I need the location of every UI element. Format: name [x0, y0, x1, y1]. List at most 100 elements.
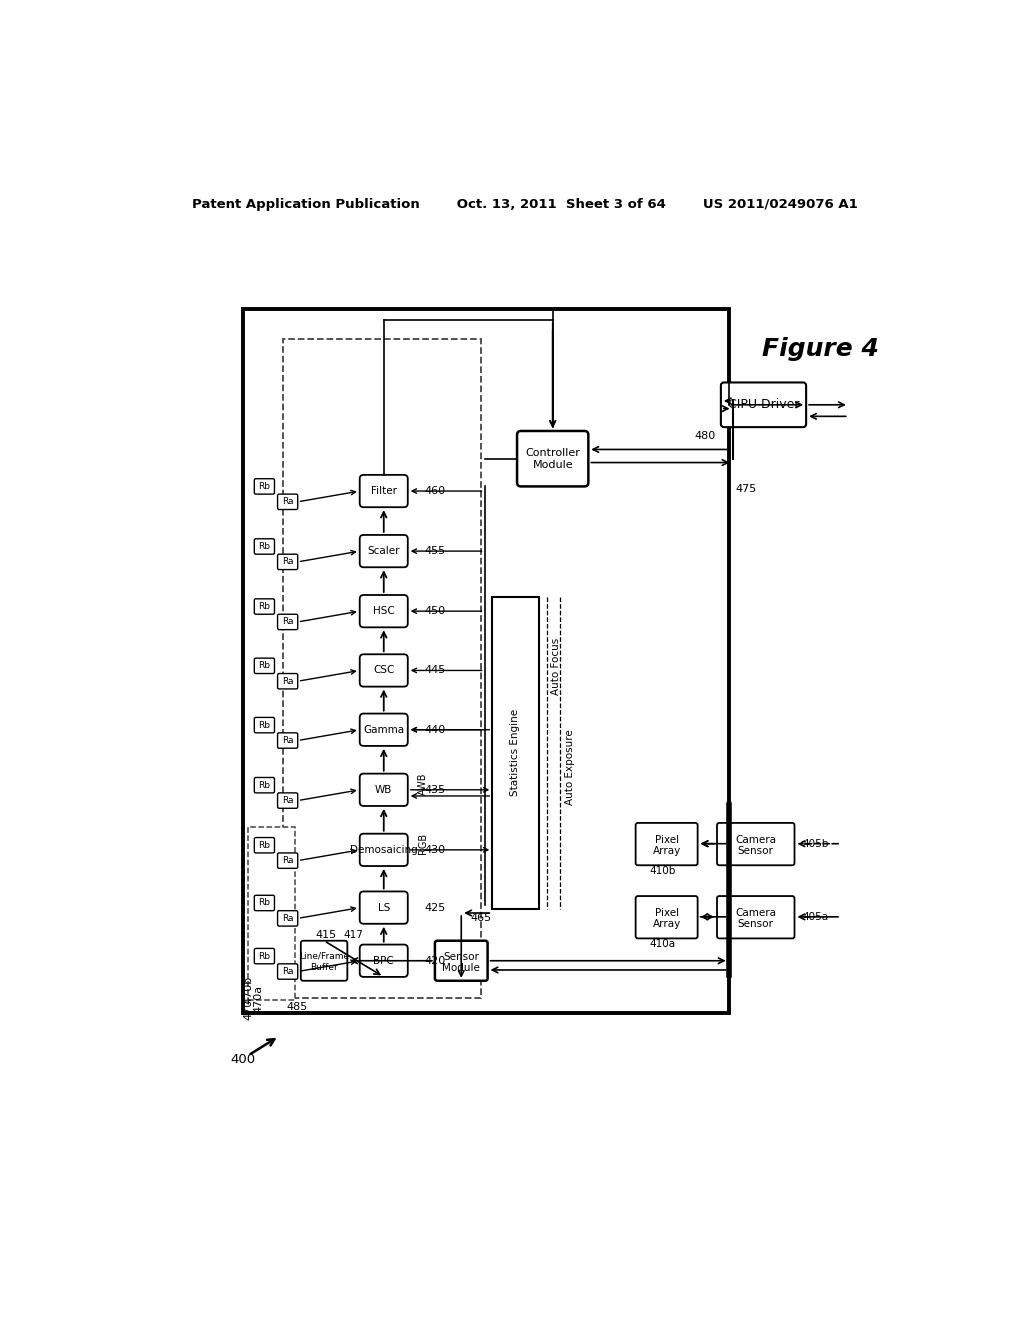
Text: 470b: 470b	[243, 975, 253, 1005]
Text: Ra: Ra	[282, 857, 294, 865]
Bar	[493, 597, 539, 909]
Text: Ra: Ra	[282, 498, 294, 507]
Text: Ra: Ra	[282, 737, 294, 744]
Text: 485: 485	[287, 1002, 307, 1012]
FancyBboxPatch shape	[278, 614, 298, 630]
Text: Scaler: Scaler	[368, 546, 400, 556]
Text: 435: 435	[425, 785, 445, 795]
Text: Rb: Rb	[258, 602, 270, 611]
Text: 470: 470	[243, 999, 253, 1020]
Text: Array: Array	[652, 919, 681, 929]
FancyBboxPatch shape	[254, 895, 274, 911]
Text: 445: 445	[425, 665, 446, 676]
Text: 410a: 410a	[649, 939, 676, 949]
Text: 475: 475	[736, 484, 757, 495]
Text: Statistics Engine: Statistics Engine	[511, 709, 520, 796]
Text: BPC: BPC	[374, 956, 394, 966]
FancyBboxPatch shape	[254, 777, 274, 793]
Text: Rb: Rb	[258, 721, 270, 730]
Text: Sensor: Sensor	[738, 846, 774, 855]
FancyBboxPatch shape	[359, 475, 408, 507]
FancyBboxPatch shape	[254, 659, 274, 673]
Text: Controller: Controller	[525, 447, 581, 458]
Text: 450: 450	[425, 606, 445, 616]
FancyBboxPatch shape	[435, 941, 487, 981]
Text: Auto Focus: Auto Focus	[551, 638, 561, 696]
FancyBboxPatch shape	[278, 911, 298, 927]
Text: Rb: Rb	[258, 899, 270, 907]
Text: Buffer: Buffer	[310, 964, 338, 972]
Text: CSC: CSC	[373, 665, 394, 676]
Text: Demosaicing: Demosaicing	[350, 845, 418, 855]
Text: Camera: Camera	[735, 908, 776, 917]
FancyBboxPatch shape	[278, 733, 298, 748]
Text: Filter: Filter	[371, 486, 396, 496]
Text: Array: Array	[652, 846, 681, 855]
Text: WB: WB	[375, 785, 392, 795]
FancyBboxPatch shape	[359, 714, 408, 746]
Text: Rb: Rb	[258, 780, 270, 789]
Text: Ra: Ra	[282, 913, 294, 923]
Text: 455: 455	[425, 546, 445, 556]
Text: Patent Application Publication        Oct. 13, 2011  Sheet 3 of 64        US 201: Patent Application Publication Oct. 13, …	[191, 198, 858, 211]
FancyBboxPatch shape	[517, 430, 589, 487]
Text: 425: 425	[425, 903, 446, 912]
FancyBboxPatch shape	[254, 599, 274, 614]
FancyBboxPatch shape	[359, 834, 408, 866]
FancyBboxPatch shape	[359, 535, 408, 568]
FancyBboxPatch shape	[301, 941, 347, 981]
Text: 405b: 405b	[802, 838, 828, 849]
Text: Rb: Rb	[258, 661, 270, 671]
Text: Auto Exposure: Auto Exposure	[565, 729, 574, 805]
FancyBboxPatch shape	[278, 673, 298, 689]
Text: 440: 440	[425, 725, 446, 735]
Text: 430: 430	[425, 845, 445, 855]
Bar	[283, 339, 480, 998]
Text: Line/Frame: Line/Frame	[299, 952, 349, 961]
Text: 480: 480	[694, 432, 716, 441]
Text: Module: Module	[532, 459, 573, 470]
Text: HSC: HSC	[373, 606, 394, 616]
Text: Pixel: Pixel	[654, 908, 679, 917]
Text: Module: Module	[442, 962, 480, 973]
Text: Rb: Rb	[258, 952, 270, 961]
Text: CIPU Driver: CIPU Driver	[728, 399, 800, 412]
Text: 415: 415	[315, 929, 336, 940]
Text: Ra: Ra	[282, 677, 294, 685]
Text: 460: 460	[425, 486, 445, 496]
FancyBboxPatch shape	[359, 891, 408, 924]
Text: 400: 400	[230, 1053, 255, 1065]
Text: 405a: 405a	[802, 912, 828, 921]
FancyBboxPatch shape	[636, 822, 697, 866]
Bar	[243, 309, 729, 1014]
Text: Ra: Ra	[282, 618, 294, 627]
Text: LS: LS	[378, 903, 390, 912]
Text: 410b: 410b	[649, 866, 676, 875]
FancyBboxPatch shape	[717, 896, 795, 939]
FancyBboxPatch shape	[359, 595, 408, 627]
FancyBboxPatch shape	[254, 949, 274, 964]
Text: Ra: Ra	[282, 557, 294, 566]
FancyBboxPatch shape	[278, 554, 298, 570]
FancyBboxPatch shape	[278, 793, 298, 808]
FancyBboxPatch shape	[254, 838, 274, 853]
Text: Ra: Ra	[282, 968, 294, 975]
Text: Gamma: Gamma	[364, 725, 404, 735]
Text: Rb: Rb	[258, 543, 270, 550]
Text: Camera: Camera	[735, 834, 776, 845]
Text: Sensor: Sensor	[443, 952, 479, 962]
FancyBboxPatch shape	[717, 822, 795, 866]
Text: AWB: AWB	[418, 772, 428, 795]
FancyBboxPatch shape	[278, 853, 298, 869]
Text: Ra: Ra	[282, 796, 294, 805]
FancyBboxPatch shape	[636, 896, 697, 939]
Text: 420: 420	[425, 956, 446, 966]
Text: Figure 4: Figure 4	[762, 338, 879, 362]
Text: Pixel: Pixel	[654, 834, 679, 845]
FancyBboxPatch shape	[359, 774, 408, 807]
Text: 417: 417	[344, 929, 364, 940]
FancyBboxPatch shape	[254, 479, 274, 494]
Text: Rb: Rb	[258, 482, 270, 491]
Text: RGB: RGB	[418, 833, 428, 854]
FancyBboxPatch shape	[359, 945, 408, 977]
